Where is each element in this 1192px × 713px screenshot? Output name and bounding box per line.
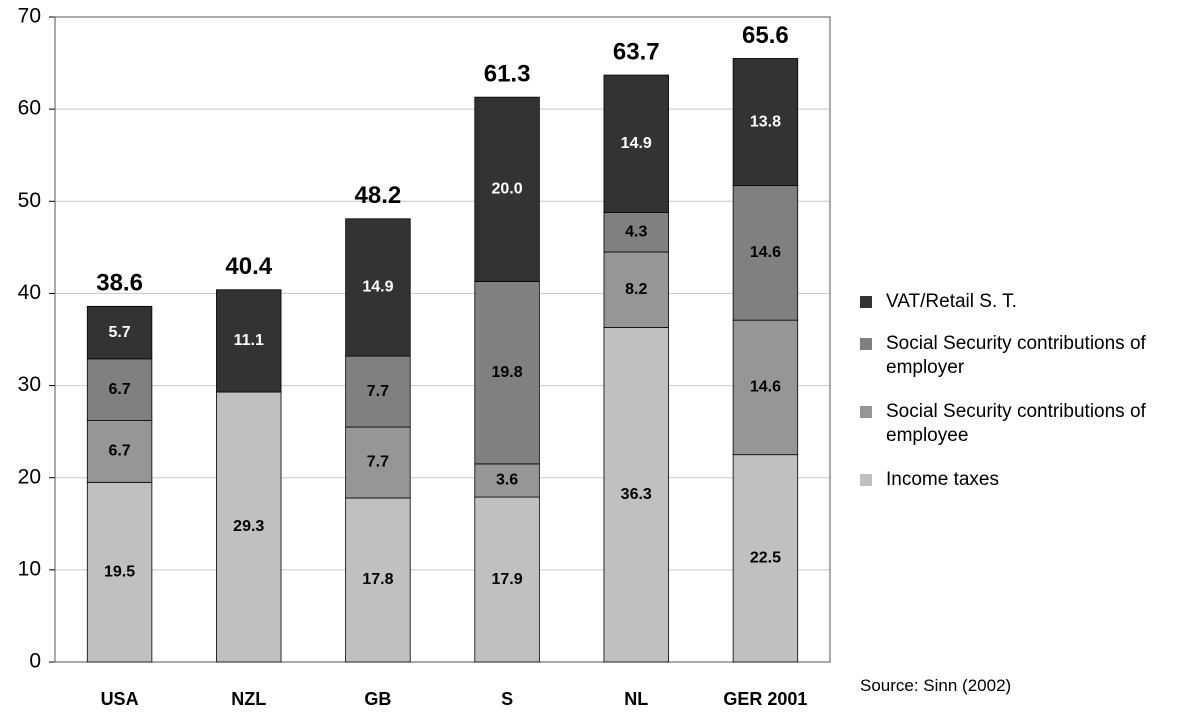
total-label: 40.4 [225, 253, 272, 280]
legend-swatch [860, 474, 872, 486]
data-label: 19.8 [492, 364, 523, 381]
y-tick-label: 40 [18, 281, 41, 304]
y-tick-label: 60 [18, 97, 41, 120]
data-label: 6.7 [108, 381, 130, 398]
legend-item: Social Security contributions of employe… [860, 400, 1190, 448]
y-tick-label: 50 [18, 189, 41, 212]
legend-label: Income taxes [886, 469, 999, 490]
x-tick-label: NZL [231, 689, 266, 709]
legend-label: Social Security contributions of employe… [886, 333, 1146, 378]
legend-swatch [860, 338, 872, 350]
legend-swatch [860, 406, 872, 418]
legend-item: VAT/Retail S. T. [860, 290, 1190, 314]
bar-segment [345, 218, 411, 357]
source: Source: Sinn (2002) [860, 676, 1012, 695]
data-label: 19.5 [104, 563, 135, 580]
x-tick-label: S [501, 689, 513, 709]
bar-segment [732, 454, 799, 663]
bar-segment [732, 185, 799, 321]
bar-segment [86, 358, 153, 421]
bar-segment [732, 319, 799, 456]
data-label: 29.3 [233, 518, 264, 535]
bar-segment [474, 96, 540, 282]
x-tick-label: GER 2001 [723, 689, 807, 709]
bar-segment [86, 305, 153, 360]
data-label: 14.6 [750, 244, 781, 261]
data-label: 14.9 [362, 279, 393, 296]
data-label: 14.6 [750, 379, 781, 396]
legend-item: Social Security contributions of employe… [860, 332, 1190, 380]
total-label: 65.6 [742, 22, 789, 49]
plot-border [54, 16, 831, 663]
bar-segment [86, 481, 153, 663]
data-label: 4.3 [625, 223, 647, 240]
x-tick-label: GB [364, 689, 391, 709]
data-label: 8.2 [625, 281, 647, 298]
bar-segment [474, 463, 540, 498]
bar-segment [603, 251, 669, 328]
legend-swatch [860, 296, 872, 308]
bar-segment [345, 426, 411, 499]
bar-segment [603, 327, 669, 663]
y-tick-label: 20 [18, 465, 41, 488]
data-label: 14.9 [621, 135, 652, 152]
data-label: 17.9 [492, 571, 523, 588]
bar-segment [86, 420, 153, 483]
data-label: 7.7 [367, 383, 389, 400]
bar-segment [216, 391, 282, 663]
total-label: 38.6 [96, 270, 143, 297]
legend-label: Social Security contributions of employe… [886, 401, 1146, 446]
data-label: 3.6 [496, 472, 518, 489]
y-tick-label: 70 [18, 5, 41, 28]
y-tick-label: 30 [18, 373, 41, 396]
total-label: 63.7 [613, 38, 660, 65]
y-tick-label: 0 [29, 650, 41, 673]
legend-label: VAT/Retail S. T. [886, 291, 1017, 312]
bar-segment [216, 289, 282, 393]
data-label: 22.5 [750, 550, 781, 567]
data-label: 11.1 [234, 332, 264, 349]
x-tick-label: USA [101, 689, 139, 709]
bar-segment [345, 497, 411, 663]
bar-segment [732, 58, 799, 187]
x-tick-label: NL [624, 689, 648, 709]
data-label: 20.0 [492, 181, 523, 198]
data-label: 36.3 [621, 486, 652, 503]
data-label: 17.8 [362, 571, 393, 588]
bar-segment [603, 74, 669, 213]
data-label: 5.7 [108, 324, 130, 341]
bar-segment [345, 355, 411, 428]
data-label: 6.7 [108, 443, 130, 460]
bar-segment [474, 496, 540, 663]
legend-item: Income taxes [860, 468, 1190, 492]
data-label: 13.8 [750, 113, 781, 130]
y-tick-label: 10 [18, 557, 41, 580]
total-label: 61.3 [484, 61, 531, 88]
data-label: 7.7 [367, 454, 389, 471]
total-label: 48.2 [355, 182, 402, 209]
